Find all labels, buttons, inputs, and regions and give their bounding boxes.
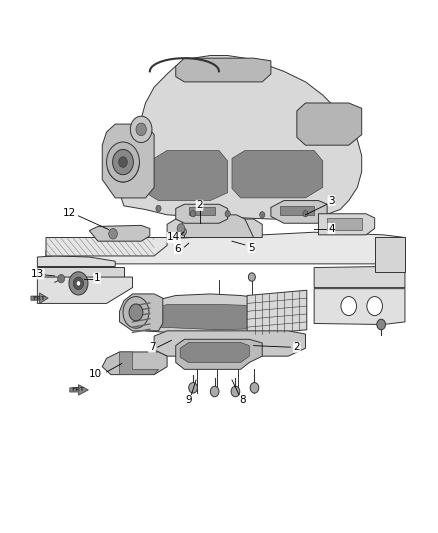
Polygon shape bbox=[189, 207, 215, 215]
Text: 2: 2 bbox=[293, 342, 300, 352]
Circle shape bbox=[377, 319, 385, 330]
Polygon shape bbox=[46, 238, 167, 256]
Polygon shape bbox=[31, 293, 48, 303]
Text: 2: 2 bbox=[196, 200, 203, 211]
Polygon shape bbox=[145, 304, 288, 330]
Text: FRT: FRT bbox=[32, 296, 45, 301]
Circle shape bbox=[58, 274, 65, 283]
Circle shape bbox=[341, 296, 357, 316]
Circle shape bbox=[129, 304, 143, 321]
Circle shape bbox=[109, 229, 117, 239]
Polygon shape bbox=[120, 352, 159, 375]
Polygon shape bbox=[46, 232, 405, 264]
Polygon shape bbox=[232, 150, 323, 198]
Polygon shape bbox=[167, 219, 262, 238]
Polygon shape bbox=[318, 214, 374, 235]
Polygon shape bbox=[327, 218, 362, 230]
Text: 10: 10 bbox=[89, 369, 102, 379]
Circle shape bbox=[191, 211, 196, 217]
Polygon shape bbox=[154, 331, 305, 356]
Circle shape bbox=[250, 383, 259, 393]
Circle shape bbox=[136, 123, 146, 136]
Circle shape bbox=[69, 272, 88, 295]
Circle shape bbox=[123, 296, 149, 328]
Polygon shape bbox=[37, 256, 115, 266]
Polygon shape bbox=[176, 204, 228, 223]
Circle shape bbox=[248, 273, 255, 281]
Polygon shape bbox=[115, 55, 362, 219]
Polygon shape bbox=[37, 277, 133, 303]
Text: 13: 13 bbox=[31, 269, 44, 279]
Text: 12: 12 bbox=[63, 208, 77, 217]
Polygon shape bbox=[120, 294, 163, 331]
Text: 14: 14 bbox=[167, 232, 180, 243]
Polygon shape bbox=[297, 103, 362, 145]
Polygon shape bbox=[70, 385, 88, 395]
Text: 5: 5 bbox=[248, 243, 255, 253]
Text: 3: 3 bbox=[328, 196, 335, 206]
Text: 6: 6 bbox=[175, 244, 181, 254]
Circle shape bbox=[156, 205, 161, 212]
Circle shape bbox=[106, 142, 139, 182]
Polygon shape bbox=[374, 238, 405, 272]
Circle shape bbox=[303, 211, 308, 217]
Circle shape bbox=[76, 281, 81, 286]
Circle shape bbox=[119, 157, 127, 167]
Circle shape bbox=[225, 211, 230, 217]
Polygon shape bbox=[279, 206, 314, 215]
Circle shape bbox=[367, 296, 382, 316]
Polygon shape bbox=[176, 58, 271, 82]
Polygon shape bbox=[271, 200, 327, 223]
Circle shape bbox=[189, 383, 198, 393]
Text: 4: 4 bbox=[328, 223, 335, 233]
Polygon shape bbox=[176, 340, 262, 369]
Polygon shape bbox=[102, 352, 167, 375]
Text: 1: 1 bbox=[94, 273, 100, 283]
Text: 8: 8 bbox=[240, 395, 246, 406]
Circle shape bbox=[231, 386, 240, 397]
Text: FRT: FRT bbox=[71, 387, 84, 392]
Polygon shape bbox=[133, 294, 305, 334]
Circle shape bbox=[131, 116, 152, 142]
Circle shape bbox=[210, 386, 219, 397]
Polygon shape bbox=[176, 215, 254, 238]
Text: 7: 7 bbox=[148, 342, 155, 352]
Circle shape bbox=[177, 224, 185, 233]
Polygon shape bbox=[247, 290, 307, 335]
Circle shape bbox=[73, 277, 84, 290]
Polygon shape bbox=[145, 150, 228, 200]
Polygon shape bbox=[314, 266, 405, 288]
Polygon shape bbox=[89, 225, 150, 241]
Text: 9: 9 bbox=[185, 395, 192, 406]
Circle shape bbox=[180, 228, 187, 236]
Circle shape bbox=[113, 149, 134, 175]
Polygon shape bbox=[37, 266, 124, 277]
Polygon shape bbox=[180, 342, 249, 362]
Polygon shape bbox=[314, 289, 405, 325]
Circle shape bbox=[260, 212, 265, 218]
Polygon shape bbox=[102, 124, 154, 198]
